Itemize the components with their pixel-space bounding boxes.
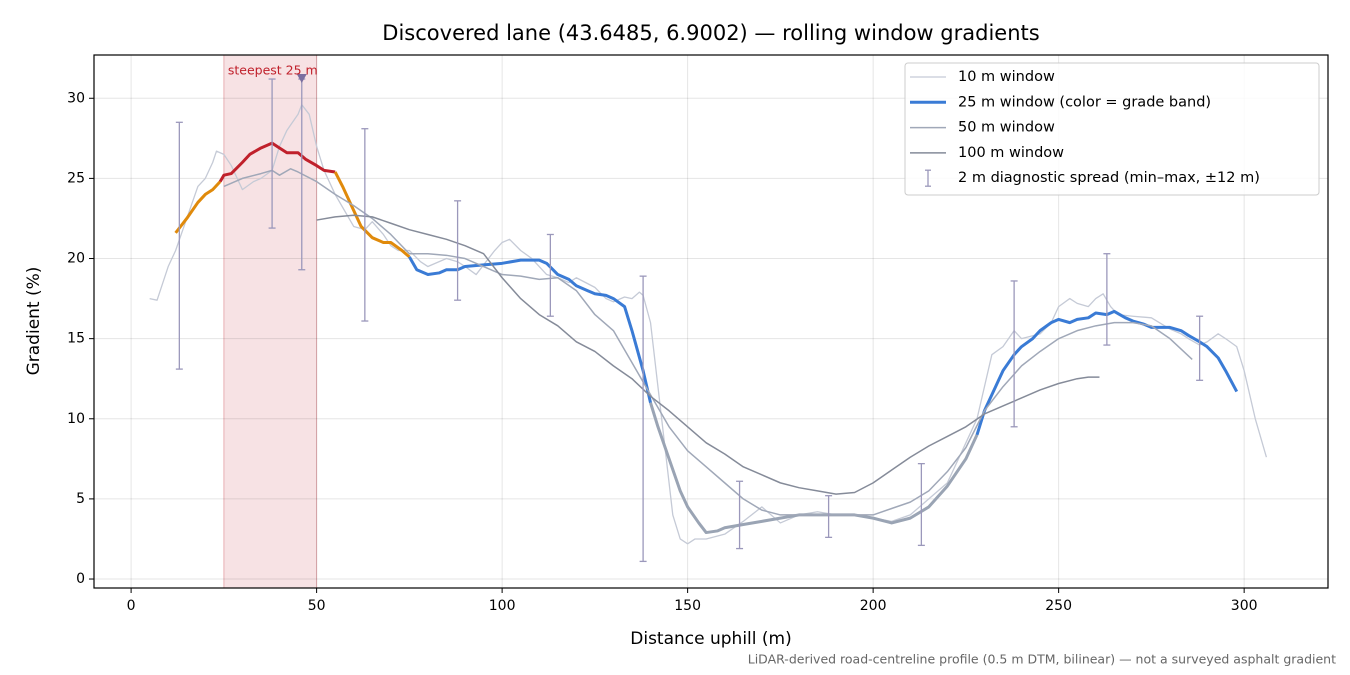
x-tick-label: 300 <box>1231 598 1258 614</box>
steepest-span <box>223 54 318 589</box>
x-axis-label: Distance uphill (m) <box>630 629 791 649</box>
x-tick-label: 100 <box>489 598 516 614</box>
legend-label: 10 m window <box>958 69 1055 85</box>
series-line <box>975 309 1239 436</box>
legend-label: 2 m diagnostic spread (min–max, ±12 m) <box>958 170 1260 186</box>
series-line <box>223 168 1193 516</box>
x-tick-label: 50 <box>308 598 326 614</box>
y-tick-label: 25 <box>67 170 85 186</box>
steepest-label: steepest 25 m <box>228 63 318 78</box>
legend-label: 25 m window (color = grade band) <box>958 94 1211 110</box>
series-line <box>218 141 336 183</box>
x-tick-label: 200 <box>860 598 887 614</box>
y-axis-label: Gradient (%) <box>24 267 44 376</box>
y-tick-label: 0 <box>76 571 85 587</box>
y-tick-label: 10 <box>67 411 85 427</box>
legend: 10 m window 25 m window (color = grade ba… <box>904 62 1320 196</box>
chart-title: Discovered lane (43.6485, 6.9002) — roll… <box>382 21 1039 45</box>
steepest-marker <box>296 74 307 84</box>
y-tick-label: 15 <box>67 331 85 347</box>
footnote: LiDAR-derived road-centreline profile (0… <box>748 652 1336 667</box>
series-line <box>316 214 1100 495</box>
x-tick-label: 150 <box>674 598 701 614</box>
series-line <box>649 402 979 535</box>
y-tick-label: 5 <box>76 491 85 507</box>
series-line <box>333 171 411 259</box>
y-tick-label: 30 <box>67 90 85 106</box>
plot-frame <box>93 54 1329 589</box>
series-line <box>408 256 652 404</box>
legend-label: 100 m window <box>958 145 1064 161</box>
series-line <box>149 104 1268 545</box>
y-tick-label: 20 <box>67 251 85 267</box>
x-tick-label: 0 <box>127 598 136 614</box>
legend-box <box>904 62 1320 196</box>
x-tick-label: 250 <box>1045 598 1072 614</box>
series-line <box>174 180 222 234</box>
legend-label: 50 m window <box>958 120 1055 136</box>
